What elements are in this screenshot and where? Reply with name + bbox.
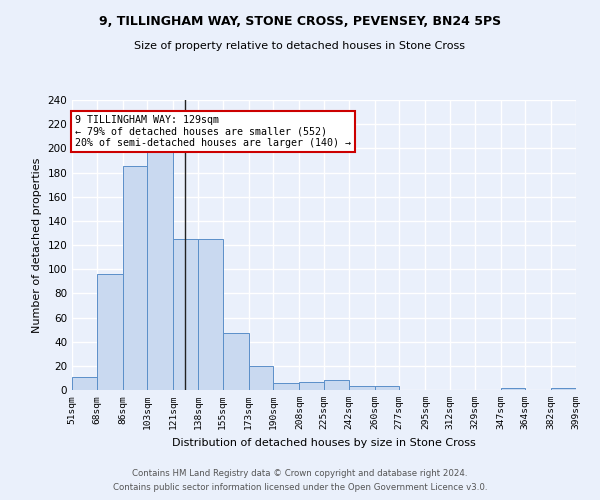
Text: Size of property relative to detached houses in Stone Cross: Size of property relative to detached ho…: [134, 41, 466, 51]
Bar: [173, 239, 198, 390]
Bar: [274, 383, 299, 390]
Bar: [148, 148, 173, 390]
Bar: [248, 366, 274, 390]
Bar: [198, 239, 223, 390]
Text: 9, TILLINGHAM WAY, STONE CROSS, PEVENSEY, BN24 5PS: 9, TILLINGHAM WAY, STONE CROSS, PEVENSEY…: [99, 15, 501, 28]
Bar: [324, 380, 349, 390]
X-axis label: Distribution of detached houses by size in Stone Cross: Distribution of detached houses by size …: [172, 438, 476, 448]
Bar: [299, 382, 324, 390]
Text: Contains HM Land Registry data © Crown copyright and database right 2024.: Contains HM Land Registry data © Crown c…: [132, 468, 468, 477]
Bar: [374, 386, 400, 390]
Text: Contains public sector information licensed under the Open Government Licence v3: Contains public sector information licen…: [113, 484, 487, 492]
Text: 9 TILLINGHAM WAY: 129sqm
← 79% of detached houses are smaller (552)
20% of semi-: 9 TILLINGHAM WAY: 129sqm ← 79% of detach…: [75, 114, 351, 148]
Bar: [97, 274, 122, 390]
Bar: [72, 376, 97, 390]
Bar: [349, 386, 374, 390]
Y-axis label: Number of detached properties: Number of detached properties: [32, 158, 42, 332]
Bar: [500, 388, 526, 390]
Bar: [223, 333, 248, 390]
Bar: [551, 388, 576, 390]
Bar: [122, 166, 148, 390]
